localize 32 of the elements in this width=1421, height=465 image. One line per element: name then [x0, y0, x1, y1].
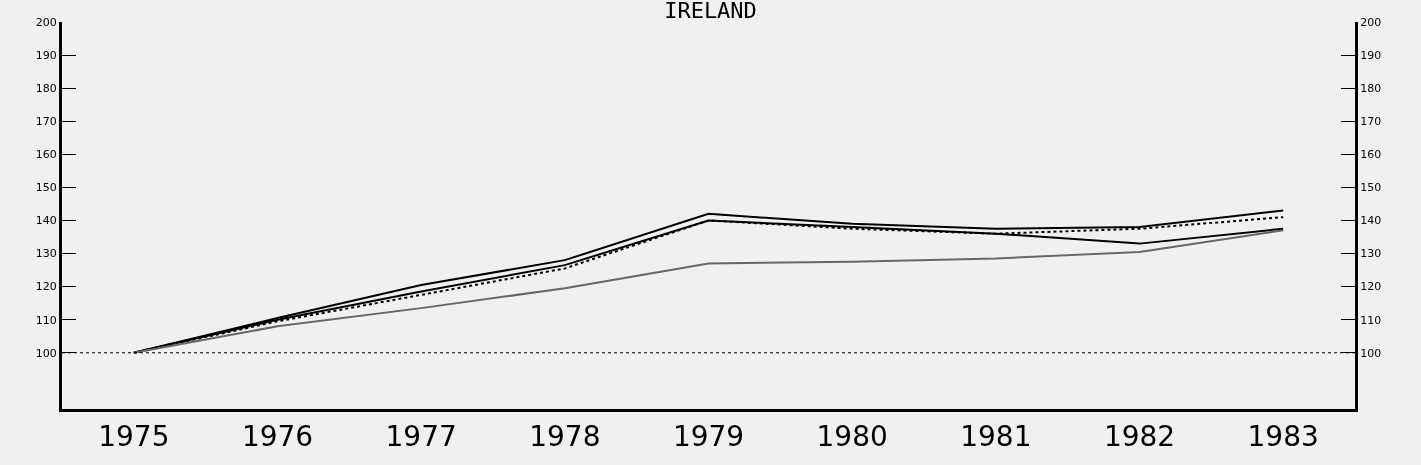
y2-tick-label: 140 — [1360, 214, 1382, 228]
y-tick-label: 190 — [35, 48, 57, 62]
x-tick-label: 1982 — [1103, 419, 1176, 453]
x-tick-label: 1981 — [960, 419, 1032, 453]
y2-tick-label: 200 — [1360, 15, 1382, 29]
y-tick-label: 130 — [35, 247, 57, 261]
x-tick-label: 1979 — [672, 419, 745, 453]
y2-tick-label: 120 — [1360, 280, 1382, 294]
y2-tick-label: 160 — [1360, 148, 1382, 162]
y2-tick-label: 130 — [1360, 247, 1382, 261]
x-tick-label: 1980 — [816, 419, 888, 453]
y2-tick-label: 190 — [1360, 48, 1382, 62]
chart-title: IRELAND — [664, 0, 757, 23]
x-tick-label: 1983 — [1247, 419, 1319, 453]
y-tick-label: 100 — [35, 346, 57, 360]
y-tick-label: 110 — [35, 313, 57, 327]
x-tick-label: 1976 — [241, 419, 314, 453]
y2-tick-label: 170 — [1360, 115, 1382, 129]
y2-tick-label: 180 — [1360, 82, 1382, 95]
y-tick-label: 200 — [35, 15, 57, 29]
y-tick-label: 150 — [35, 181, 57, 195]
y-tick-label: 170 — [35, 115, 57, 129]
y-tick-label: 120 — [35, 280, 57, 294]
y2-tick-label: 110 — [1360, 313, 1382, 327]
y-tick-label: 160 — [35, 148, 57, 162]
y-tick-label: 140 — [35, 214, 57, 228]
x-tick-label: 1978 — [529, 419, 601, 453]
y2-tick-label: 100 — [1360, 346, 1382, 360]
x-tick-label: 1977 — [385, 419, 457, 453]
y2-tick-label: 150 — [1360, 181, 1382, 195]
y-tick-label: 180 — [35, 82, 57, 95]
x-tick-label: 1975 — [98, 419, 170, 453]
